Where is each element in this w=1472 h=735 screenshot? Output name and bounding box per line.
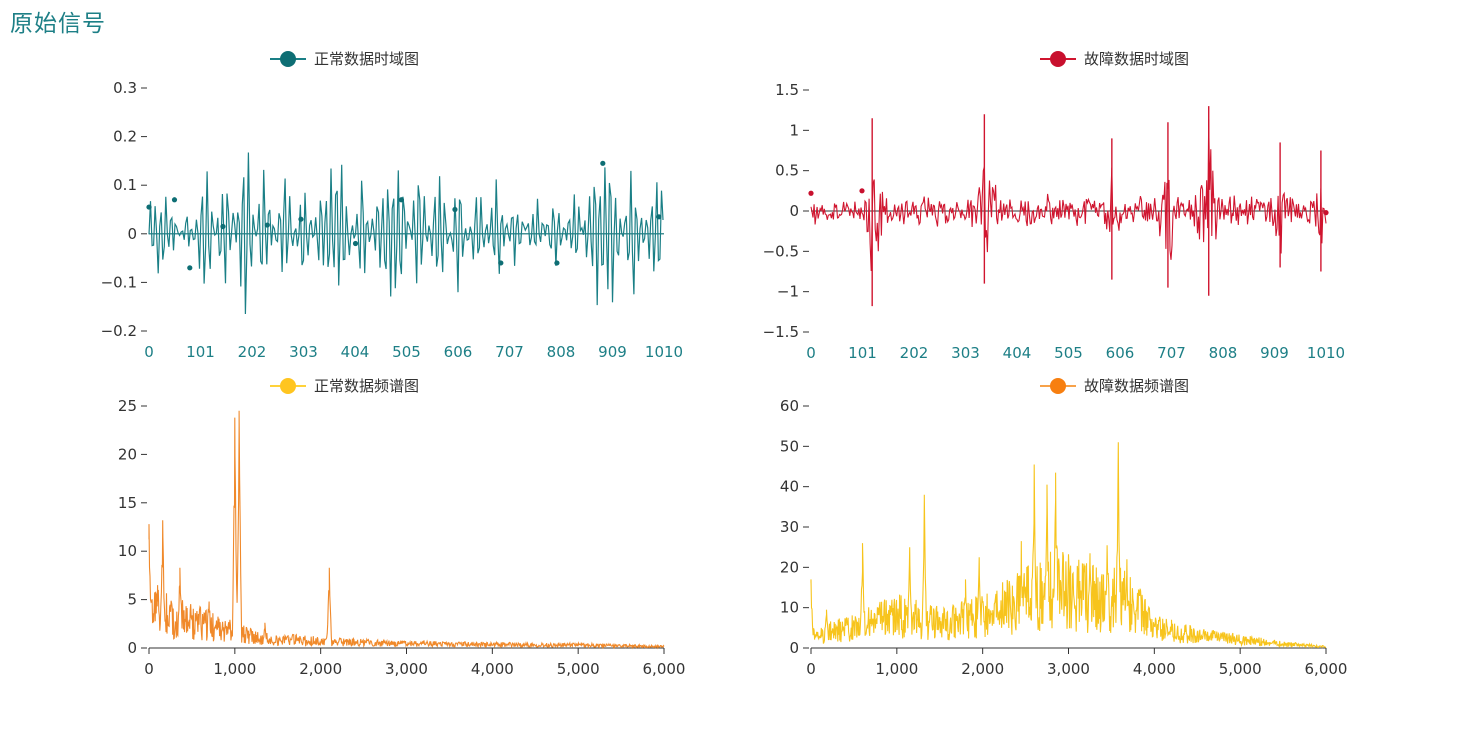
data-point [187,265,193,271]
x-tick-label: 505 [392,343,421,361]
x-tick-label: 2,000 [961,660,1004,678]
legend-fault-spectrum[interactable]: 故障数据频谱图 [1040,375,1189,396]
x-tick-label: 5,000 [1219,660,1262,678]
x-tick-label: 4,000 [471,660,514,678]
y-tick-label: 0 [127,225,137,243]
x-tick-label: 6,000 [1305,660,1348,678]
data-point [352,240,359,247]
legend-marker-icon [1040,377,1076,394]
x-tick-label: 6,000 [643,660,686,678]
y-tick-label: 20 [780,558,799,576]
data-point [452,206,458,213]
x-tick-label: 909 [598,343,627,361]
x-tick-label: 909 [1260,344,1289,362]
x-tick-label: 2,000 [299,660,342,678]
legend-label: 故障数据频谱图 [1084,377,1190,395]
x-tick-label: 101 [848,344,877,362]
x-tick-label: 707 [1157,344,1186,362]
y-tick-label: −1 [777,283,799,301]
x-tick-label: 505 [1054,344,1083,362]
x-tick-label: 101 [186,343,215,361]
legend-label: 正常数据频谱图 [314,377,420,395]
y-tick-label: 30 [780,518,799,536]
x-tick-label: 606 [1106,344,1135,362]
legend-marker-icon [270,377,306,394]
x-tick-label: 707 [495,343,524,361]
y-tick-label: 0 [789,639,799,657]
x-tick-label: 404 [341,343,370,361]
data-point [298,216,304,222]
x-tick-label: 303 [951,344,980,362]
x-tick-label: 0 [144,343,154,361]
x-tick-label: 5,000 [557,660,600,678]
y-tick-label: 40 [780,478,799,496]
y-tick-label: 1.5 [775,81,799,99]
y-tick-label: 10 [118,542,137,560]
x-tick-label: 0 [806,344,816,362]
x-tick-label: 1010 [1307,344,1345,362]
data-point [600,160,606,166]
y-tick-label: −0.2 [101,322,137,340]
data-point [146,204,152,210]
x-tick-label: 3,000 [385,660,428,678]
data-point [264,222,270,228]
legend-marker-icon [1040,50,1076,67]
x-tick-label: 1,000 [213,660,256,678]
y-tick-label: 15 [118,494,137,512]
chart-normal-spectrum: 25 20 15 10 5 00 1,000 2,000 3,000 4,000 5,000 6,00… [118,397,686,678]
x-tick-label: 808 [1209,344,1238,362]
x-tick-label: 4,000 [1133,660,1176,678]
x-tick-label: 606 [444,343,473,361]
y-tick-label: 0 [127,639,137,657]
y-tick-label: 0.3 [113,79,137,97]
chart-normal-time: 0.3 0.2 0.1 0 −0.1 −0.2 0 101 202 303 404 505 606 707… [101,79,684,361]
series-line [810,442,1327,649]
data-point [398,197,405,203]
legend-label: 正常数据时域图 [314,50,420,68]
y-tick-label: 0 [789,202,799,220]
x-tick-label: 1,000 [875,660,918,678]
x-tick-label: 0 [144,660,154,678]
chart-fault-spectrum: 60 50 40 30 20 10 00 1,000 2,000 3,000 4,000 5,000 6… [780,397,1348,678]
series-line [148,410,665,650]
y-tick-label: 0.1 [113,176,137,194]
series-line [148,152,664,315]
y-tick-label: −1.5 [763,323,799,341]
y-tick-label: 10 [780,599,799,617]
x-tick-label: 404 [1003,344,1032,362]
y-tick-label: −0.1 [101,273,137,291]
data-point [498,260,504,266]
x-tick-label: 1010 [645,343,683,361]
y-tick-label: 25 [118,397,137,415]
legend-label: 故障数据时域图 [1084,50,1190,68]
x-tick-label: 303 [289,343,318,361]
data-point [656,214,662,220]
data-point [1323,210,1329,216]
y-tick-label: 1 [789,121,799,139]
legend-normal-time[interactable]: 正常数据时域图 [270,48,419,69]
x-tick-label: 202 [900,344,929,362]
y-tick-label: 20 [118,445,137,463]
page-title: 原始信号 [10,11,106,37]
series-line [810,119,1327,272]
legend-fault-time[interactable]: 故障数据时域图 [1040,48,1189,69]
data-point [859,188,865,194]
y-tick-label: 5 [127,591,137,609]
x-tick-label: 3,000 [1047,660,1090,678]
legend-normal-spectrum[interactable]: 正常数据频谱图 [270,375,419,396]
data-point [808,190,814,196]
y-tick-label: 50 [780,437,799,455]
x-tick-label: 202 [238,343,267,361]
chart-fault-time: 1.5 1 0.5 0 −0.5 −1 −1.5 0 101 202 303 404 505 606 707… [763,81,1346,362]
y-tick-label: 0.5 [775,162,799,180]
data-point [554,260,560,266]
legend-marker-icon [270,50,306,67]
data-point [171,197,178,203]
y-tick-label: 60 [780,397,799,415]
x-tick-label: 808 [547,343,576,361]
y-tick-label: 0.2 [113,128,137,146]
data-point [220,223,226,230]
x-tick-label: 0 [806,660,816,678]
y-tick-label: −0.5 [763,242,799,260]
